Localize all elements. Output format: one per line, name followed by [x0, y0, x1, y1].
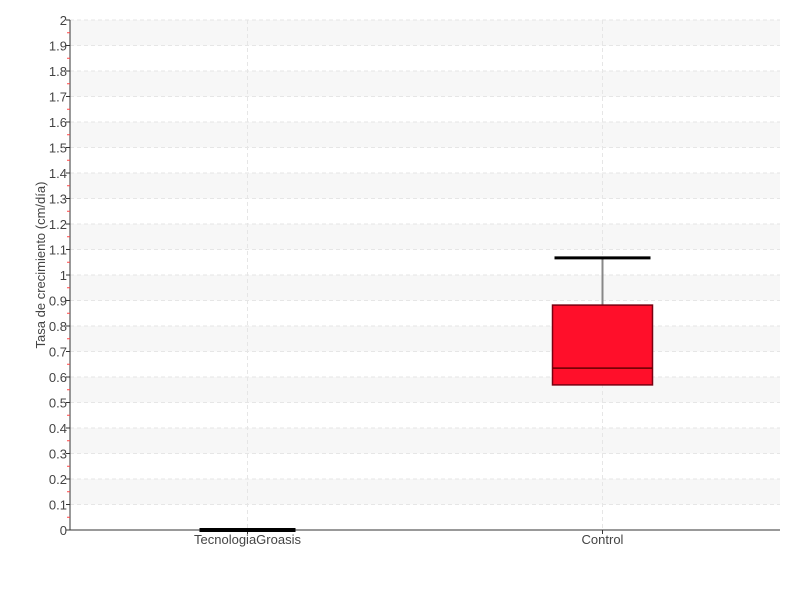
y-tick-label: 1.4: [49, 166, 67, 181]
y-tick-label: 1.1: [49, 243, 67, 258]
y-tick-label: 1.9: [49, 39, 67, 54]
grid-band: [70, 275, 780, 301]
y-tick-label: 1.8: [49, 64, 67, 79]
y-tick-label: 0.4: [49, 421, 67, 436]
x-tick-label: Control: [582, 532, 624, 547]
y-tick-label: 1: [60, 268, 67, 283]
grid-band: [70, 326, 780, 352]
grid-band: [70, 122, 780, 148]
y-tick-label: 0.8: [49, 319, 67, 334]
y-tick-label: 0.9: [49, 294, 67, 309]
y-axis-label: Tasa de crecimiento (cm/día): [33, 182, 48, 349]
y-tick-label: 0.1: [49, 498, 67, 513]
y-tick-label: 0.6: [49, 370, 67, 385]
grid-band: [70, 173, 780, 199]
y-tick-label: 0.2: [49, 472, 67, 487]
y-tick-label: 1.2: [49, 217, 67, 232]
y-tick-label: 0.5: [49, 396, 67, 411]
y-tick-label: 0: [60, 523, 67, 538]
grid-band: [70, 71, 780, 97]
box-iqr: [551, 304, 654, 386]
y-tick-label: 1.6: [49, 115, 67, 130]
grid-band: [70, 224, 780, 250]
y-tick-label: 1.7: [49, 90, 67, 105]
y-tick-label: 1.5: [49, 141, 67, 156]
y-tick-label: 0.7: [49, 345, 67, 360]
x-tick-label: TecnologiaGroasis: [194, 532, 301, 547]
y-tick-label: 0.3: [49, 447, 67, 462]
y-tick-label: 2: [60, 13, 67, 28]
grid-band: [70, 428, 780, 454]
y-tick-label: 1.3: [49, 192, 67, 207]
box-control: [551, 256, 654, 386]
grid-band: [70, 479, 780, 505]
grid-band: [70, 377, 780, 403]
grid-band: [70, 20, 780, 46]
